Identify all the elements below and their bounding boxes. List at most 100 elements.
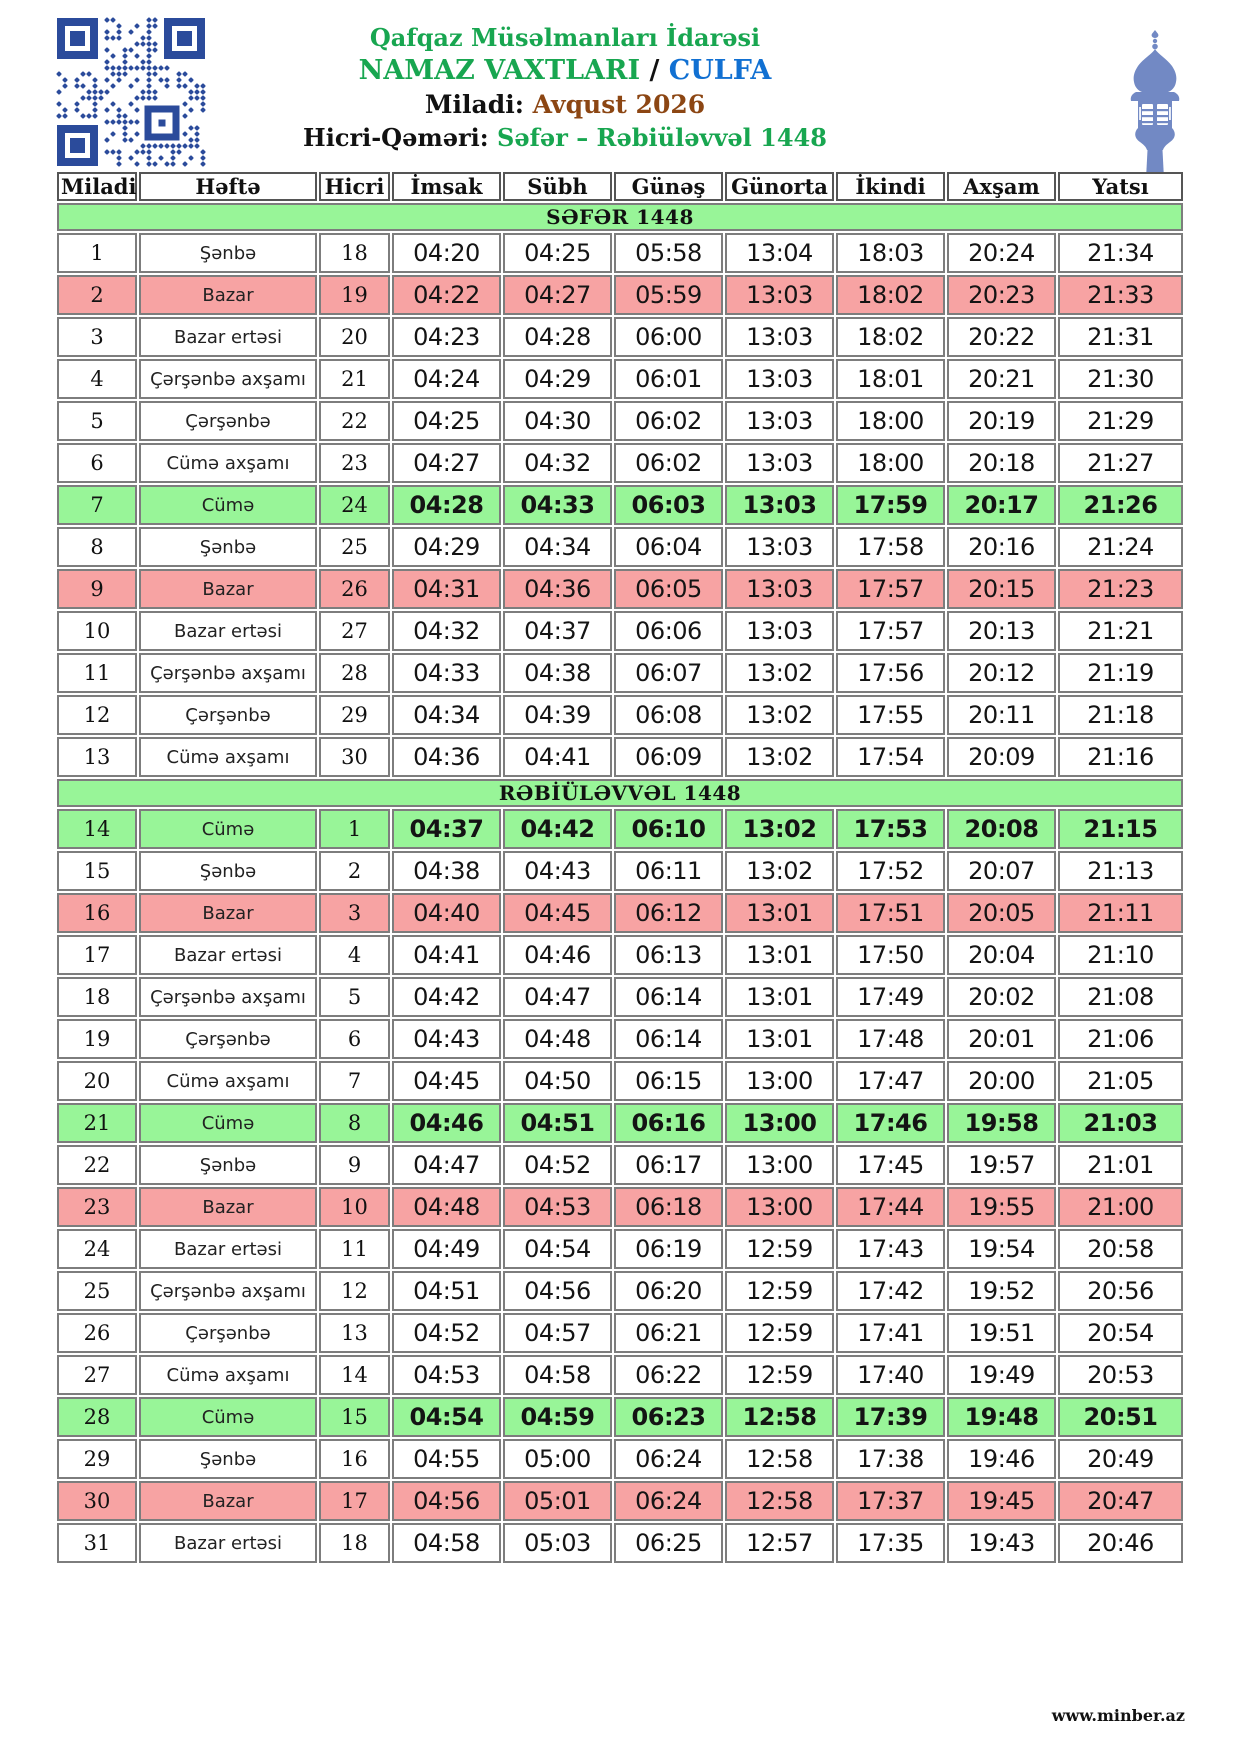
hicri-cell: 24 [319, 485, 390, 525]
time-cell: 04:31 [392, 569, 501, 609]
weekday-cell: Bazar [139, 275, 317, 315]
time-cell: 06:24 [614, 1439, 723, 1479]
month-section-title: RƏBİÜLƏVVƏL 1448 [57, 779, 1183, 807]
column-header: Həftə [139, 172, 317, 201]
time-cell: 06:25 [614, 1523, 723, 1563]
miladi-cell: 5 [57, 401, 137, 441]
time-cell: 04:56 [503, 1271, 612, 1311]
time-cell: 12:59 [725, 1229, 834, 1269]
time-cell: 04:20 [392, 233, 501, 273]
miladi-cell: 20 [57, 1061, 137, 1101]
hicri-cell: 7 [319, 1061, 390, 1101]
miladi-cell: 31 [57, 1523, 137, 1563]
weekday-cell: Çərşənbə axşamı [139, 653, 317, 693]
title-separator: / [649, 55, 660, 86]
time-cell: 20:00 [947, 1061, 1056, 1101]
miladi-cell: 26 [57, 1313, 137, 1353]
time-cell: 06:02 [614, 401, 723, 441]
time-cell: 19:49 [947, 1355, 1056, 1395]
time-cell: 20:15 [947, 569, 1056, 609]
weekday-cell: Bazar [139, 893, 317, 933]
time-cell: 13:00 [725, 1187, 834, 1227]
time-cell: 13:01 [725, 1019, 834, 1059]
time-cell: 17:41 [836, 1313, 945, 1353]
time-cell: 06:23 [614, 1397, 723, 1437]
time-cell: 04:32 [392, 611, 501, 651]
time-cell: 04:45 [503, 893, 612, 933]
time-cell: 04:53 [503, 1187, 612, 1227]
time-cell: 20:12 [947, 653, 1056, 693]
miladi-cell: 22 [57, 1145, 137, 1185]
time-cell: 13:02 [725, 695, 834, 735]
time-cell: 12:59 [725, 1271, 834, 1311]
time-cell: 13:00 [725, 1061, 834, 1101]
time-cell: 17:45 [836, 1145, 945, 1185]
miladi-cell: 29 [57, 1439, 137, 1479]
time-cell: 13:02 [725, 653, 834, 693]
time-cell: 06:13 [614, 935, 723, 975]
time-cell: 17:46 [836, 1103, 945, 1143]
time-cell: 06:18 [614, 1187, 723, 1227]
hicri-cell: 17 [319, 1481, 390, 1521]
table-row: 21 Cümə 8 04:46 04:51 06:16 13:00 17:46 19:58 21:… [57, 1103, 1183, 1143]
weekday-cell: Şənbə [139, 1439, 317, 1479]
hicri-cell: 11 [319, 1229, 390, 1269]
time-cell: 05:01 [503, 1481, 612, 1521]
time-cell: 06:22 [614, 1355, 723, 1395]
prayer-times-table: Miladi Həftə Hicri İmsak Sübh Günəş Günorta İki… [55, 170, 1185, 1565]
time-cell: 06:14 [614, 1019, 723, 1059]
hicri-cell: 15 [319, 1397, 390, 1437]
time-cell: 17:56 [836, 653, 945, 693]
time-cell: 18:02 [836, 275, 945, 315]
time-cell: 20:07 [947, 851, 1056, 891]
table-row: 15 Şənbə 2 04:38 04:43 06:11 13:02 17:52 20:07 21… [57, 851, 1183, 891]
time-cell: 06:03 [614, 485, 723, 525]
time-cell: 13:03 [725, 569, 834, 609]
month-section-row: RƏBİÜLƏVVƏL 1448 [57, 779, 1183, 807]
time-cell: 04:52 [392, 1313, 501, 1353]
time-cell: 20:21 [947, 359, 1056, 399]
time-cell: 13:02 [725, 809, 834, 849]
time-cell: 06:02 [614, 443, 723, 483]
hicri-cell: 5 [319, 977, 390, 1017]
time-cell: 20:02 [947, 977, 1056, 1017]
weekday-cell: Şənbə [139, 1145, 317, 1185]
time-cell: 04:54 [503, 1229, 612, 1269]
time-cell: 04:33 [503, 485, 612, 525]
hicri-cell: 8 [319, 1103, 390, 1143]
time-cell: 06:10 [614, 809, 723, 849]
weekday-cell: Çərşənbə axşamı [139, 1271, 317, 1311]
time-cell: 04:38 [503, 653, 612, 693]
time-cell: 21:31 [1058, 317, 1183, 357]
weekday-cell: Şənbə [139, 233, 317, 273]
time-cell: 17:57 [836, 569, 945, 609]
time-cell: 04:34 [503, 527, 612, 567]
time-cell: 17:37 [836, 1481, 945, 1521]
hicri-cell: 25 [319, 527, 390, 567]
time-cell: 06:19 [614, 1229, 723, 1269]
time-cell: 20:05 [947, 893, 1056, 933]
time-cell: 19:45 [947, 1481, 1056, 1521]
time-cell: 04:22 [392, 275, 501, 315]
hicri-cell: 20 [319, 317, 390, 357]
time-cell: 06:09 [614, 737, 723, 777]
time-cell: 20:11 [947, 695, 1056, 735]
table-row: 1 Şənbə 18 04:20 04:25 05:58 13:04 18:03 20:24 21… [57, 233, 1183, 273]
time-cell: 04:57 [503, 1313, 612, 1353]
hicri-cell: 29 [319, 695, 390, 735]
hicri-cell: 3 [319, 893, 390, 933]
hicri-cell: 16 [319, 1439, 390, 1479]
time-cell: 17:40 [836, 1355, 945, 1395]
miladi-cell: 3 [57, 317, 137, 357]
time-cell: 13:03 [725, 401, 834, 441]
weekday-cell: Çərşənbə axşamı [139, 977, 317, 1017]
miladi-cell: 23 [57, 1187, 137, 1227]
time-cell: 17:42 [836, 1271, 945, 1311]
time-cell: 17:58 [836, 527, 945, 567]
time-cell: 18:01 [836, 359, 945, 399]
time-cell: 04:41 [392, 935, 501, 975]
time-cell: 12:59 [725, 1355, 834, 1395]
time-cell: 04:52 [503, 1145, 612, 1185]
time-cell: 13:03 [725, 485, 834, 525]
time-cell: 04:46 [392, 1103, 501, 1143]
